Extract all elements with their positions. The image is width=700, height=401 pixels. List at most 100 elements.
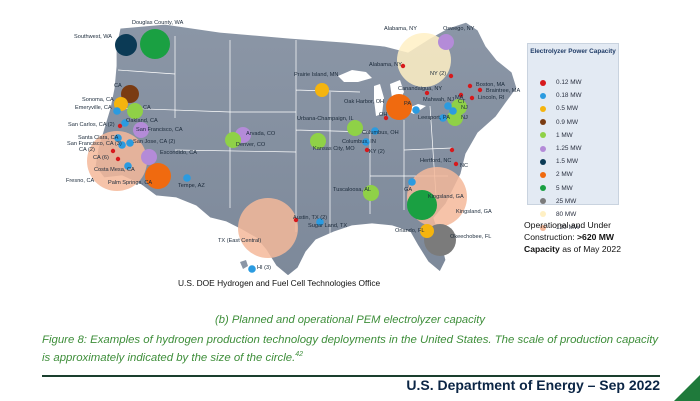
site-label: Southwest, WA bbox=[74, 34, 112, 40]
site-label: NY (2) bbox=[430, 71, 446, 77]
site-bubble bbox=[477, 87, 483, 93]
subfigure-caption: (b) Planned and operational PEM electrol… bbox=[215, 314, 485, 326]
site-label: NJ bbox=[461, 105, 468, 111]
legend-item: 80 MW bbox=[540, 208, 582, 221]
site-label: Oswego, NY bbox=[443, 26, 475, 32]
lake-superior bbox=[338, 70, 372, 82]
site-bubble bbox=[364, 147, 370, 153]
site-bubble bbox=[438, 34, 454, 50]
legend-item: 0.9 MW bbox=[540, 116, 582, 129]
legend-swatch bbox=[540, 79, 546, 86]
site-label: HI (3) bbox=[257, 265, 271, 271]
site-bubble bbox=[110, 148, 116, 154]
site-bubble bbox=[121, 85, 139, 103]
capacity-note-prefix: Construction: bbox=[524, 232, 578, 242]
site-bubble bbox=[449, 147, 455, 153]
corner-accent bbox=[674, 375, 700, 401]
footer-rule bbox=[42, 375, 660, 377]
legend-label: 0.9 MW bbox=[556, 118, 579, 126]
site-bubble bbox=[444, 102, 452, 110]
site-bubble bbox=[316, 218, 324, 226]
site-label: Mahwah, NJ bbox=[423, 97, 454, 103]
figure-caption-text: Figure 8: Examples of hydrogen productio… bbox=[42, 334, 659, 364]
legend-label: 25 MW bbox=[556, 197, 577, 205]
legend-title: Electrolyzer Power Capacity bbox=[530, 48, 616, 55]
site-bubble bbox=[238, 198, 298, 258]
legend-swatch bbox=[540, 119, 546, 126]
site-bubble bbox=[412, 106, 420, 114]
capacity-note: Operational and Under Construction: >620… bbox=[524, 219, 694, 255]
site-label: Oak Harbor, OH bbox=[344, 99, 384, 105]
legend-item: 0.5 MW bbox=[540, 102, 582, 115]
legend-label: 120 MW bbox=[556, 224, 580, 232]
legend: Electrolyzer Power Capacity 0.12 MW 0.18 … bbox=[527, 43, 619, 231]
site-label: Prairie Island, MN bbox=[294, 72, 338, 78]
site-bubble bbox=[400, 63, 406, 69]
legend-label: 80 MW bbox=[556, 210, 577, 218]
legend-label: 0.18 MW bbox=[556, 92, 582, 100]
legend-list: 0.12 MW 0.18 MW 0.5 MW 0.9 MW 1 MW 1.25 MW 1.5… bbox=[540, 76, 582, 234]
legend-label: 0.5 MW bbox=[556, 105, 579, 113]
legend-item: 1 MW bbox=[540, 129, 582, 142]
site-label: Lincoln, RI bbox=[478, 95, 505, 101]
site-bubble bbox=[126, 139, 134, 147]
site-bubble bbox=[408, 178, 416, 186]
site-bubble bbox=[117, 123, 123, 129]
site-bubble bbox=[453, 161, 459, 167]
site-label: GA bbox=[404, 187, 412, 193]
site-bubble bbox=[449, 107, 457, 115]
legend-swatch bbox=[540, 132, 546, 139]
site-bubble bbox=[293, 217, 299, 223]
legend-item: 5 MW bbox=[540, 182, 582, 195]
site-label: Boston, MA bbox=[476, 82, 505, 88]
site-label: Canandaigua, NY bbox=[398, 86, 442, 92]
site-label: San Carlos, CA (2) bbox=[68, 122, 115, 128]
legend-swatch bbox=[540, 145, 546, 152]
legend-label: 0.12 MW bbox=[556, 79, 582, 87]
site-bubble bbox=[347, 120, 363, 136]
legend-swatch bbox=[540, 224, 546, 231]
site-bubble bbox=[141, 149, 157, 165]
site-bubble bbox=[124, 162, 132, 170]
footer-title: U.S. Department of Energy – Sep 2022 bbox=[406, 377, 660, 393]
site-label: CA bbox=[143, 105, 151, 111]
site-bubble bbox=[424, 90, 430, 96]
site-label: NJ bbox=[461, 115, 468, 121]
legend-item: 25 MW bbox=[540, 195, 582, 208]
site-label: Kingsland, GA bbox=[428, 194, 464, 200]
site-bubble bbox=[469, 95, 475, 101]
site-label: Escondido, CA bbox=[160, 150, 197, 156]
map-caption: U.S. DOE Hydrogen and Fuel Cell Technolo… bbox=[178, 278, 381, 288]
site-bubble bbox=[362, 138, 370, 146]
site-label: OH bbox=[379, 112, 387, 118]
legend-swatch bbox=[540, 105, 546, 112]
capacity-note-line1: Operational and Under bbox=[524, 220, 611, 230]
site-label: Kansas City, MO bbox=[313, 146, 355, 152]
site-bubble bbox=[397, 33, 451, 87]
site-label: Alabama, NY bbox=[384, 26, 417, 32]
site-bubble bbox=[225, 132, 241, 148]
capacity-note-line3: Capacity as of May 2022 bbox=[524, 243, 694, 255]
site-label: PA bbox=[404, 101, 411, 107]
site-label: Costa Mesa, CA bbox=[94, 167, 135, 173]
legend-swatch bbox=[540, 171, 546, 178]
site-label: NC bbox=[460, 163, 468, 169]
site-bubble bbox=[140, 29, 170, 59]
legend-swatch bbox=[540, 211, 546, 218]
site-labels: Douglas County, WA Southwest, WA Alabama, … bbox=[66, 20, 520, 271]
site-bubble bbox=[407, 190, 437, 220]
site-bubble bbox=[458, 92, 464, 98]
site-bubble bbox=[448, 73, 454, 79]
site-label: Tuscaloosa, AL bbox=[333, 187, 371, 193]
legend-label: 2 MW bbox=[556, 171, 573, 179]
site-label: Santa Clara, CA bbox=[78, 135, 119, 141]
site-bubble bbox=[121, 119, 129, 127]
site-label: Kingsland, GA bbox=[456, 209, 492, 215]
legend-label: 1.5 MW bbox=[556, 158, 579, 166]
legend-label: 5 MW bbox=[556, 184, 573, 192]
site-bubble bbox=[310, 133, 326, 149]
site-bubble bbox=[248, 265, 256, 273]
site-label: Urbana-Champaign, IL bbox=[297, 116, 354, 122]
site-bubble bbox=[113, 107, 121, 115]
site-label: TX (East Central) bbox=[218, 238, 261, 244]
